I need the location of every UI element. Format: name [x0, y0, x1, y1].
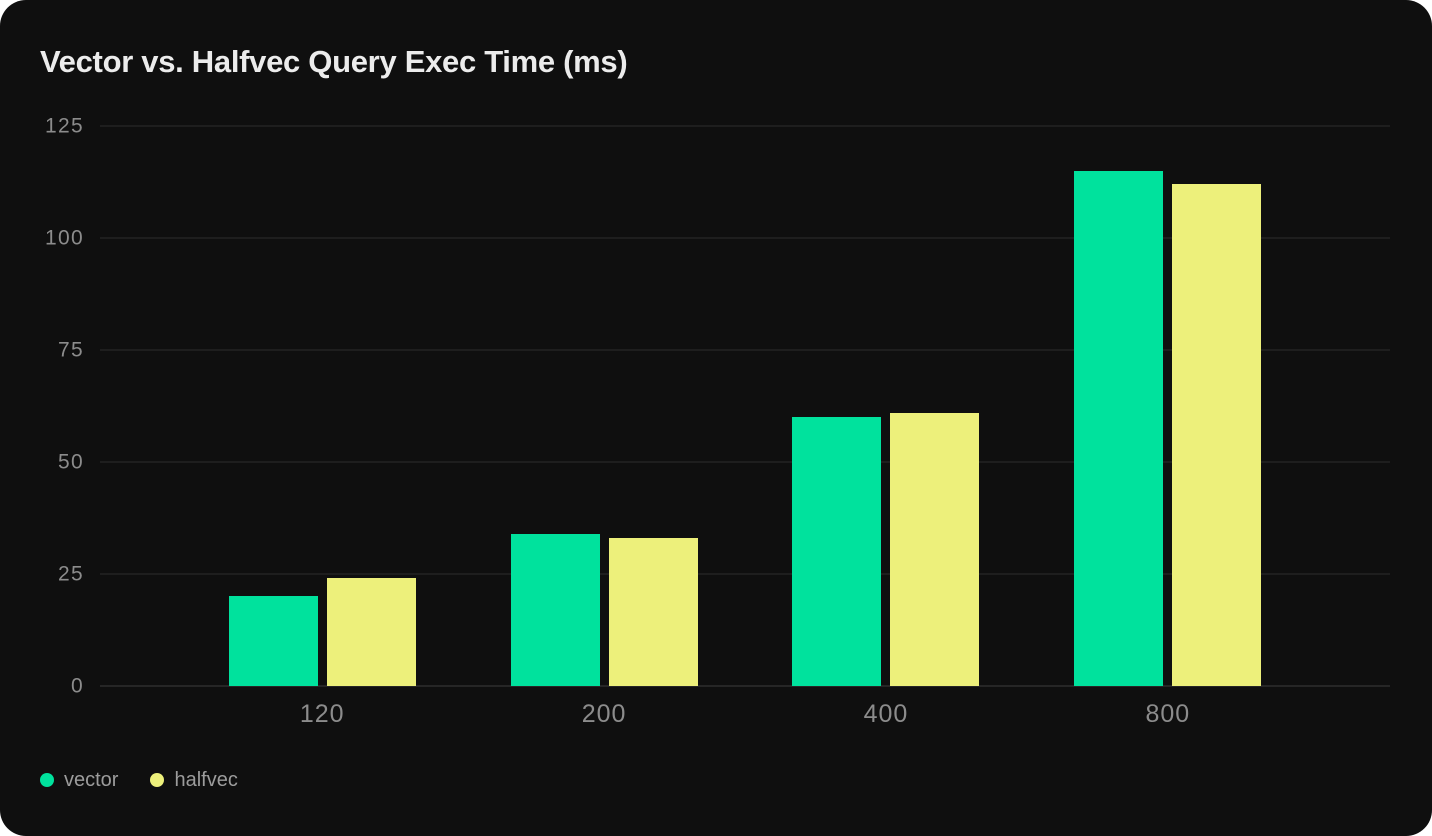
y-tick-label-25: 25 [58, 562, 84, 586]
gridline-0 [100, 685, 1390, 687]
gridline-50 [100, 461, 1390, 463]
bar-group-800: 800 [1027, 126, 1309, 727]
gridline-75 [100, 349, 1390, 351]
legend-dot-icon [40, 773, 54, 787]
x-tick-label-200: 200 [581, 700, 627, 728]
x-tick-label-400: 400 [863, 700, 909, 728]
bar-halfvec-200 [608, 538, 698, 686]
bars-row: 120 200 400 800 [100, 126, 1390, 727]
y-axis-labels: 0 25 50 75 100 125 [0, 116, 84, 697]
gridline-125 [100, 125, 1390, 127]
bar-vector-400 [792, 417, 882, 686]
y-tick-label-100: 100 [45, 226, 84, 250]
bar-halfvec-800 [1172, 184, 1262, 686]
gridline-100 [100, 237, 1390, 239]
legend-dot-icon [150, 773, 165, 787]
legend-item-halfvec[interactable]: halfvec [150, 769, 238, 791]
bar-halfvec-400 [890, 412, 980, 686]
bar-halfvec-120 [326, 578, 416, 686]
gridlines [100, 125, 1390, 687]
bar-vector-800 [1074, 170, 1164, 686]
chart-title: Vector vs. Halfvec Query Exec Time (ms) [40, 44, 628, 79]
bar-group-200: 200 [463, 126, 745, 727]
y-tick-label-50: 50 [58, 450, 84, 474]
y-tick-label-0: 0 [71, 674, 84, 698]
legend-item-vector[interactable]: vector [40, 770, 118, 790]
legend-label: vector [64, 769, 119, 791]
bar-group-400: 400 [745, 126, 1027, 727]
bar-vector-200 [510, 533, 600, 686]
y-tick-label-125: 125 [45, 114, 84, 138]
y-tick-label-75: 75 [58, 338, 84, 362]
x-tick-label-800: 800 [1145, 700, 1191, 728]
legend-label: halfvec [174, 769, 238, 791]
bar-group-120: 120 [181, 126, 463, 727]
gridline-25 [100, 573, 1390, 575]
legend: vector halfvec [40, 770, 238, 790]
bar-vector-120 [228, 596, 318, 686]
plot-area: 120 200 400 800 [100, 125, 1390, 727]
x-tick-label-120: 120 [299, 700, 345, 728]
